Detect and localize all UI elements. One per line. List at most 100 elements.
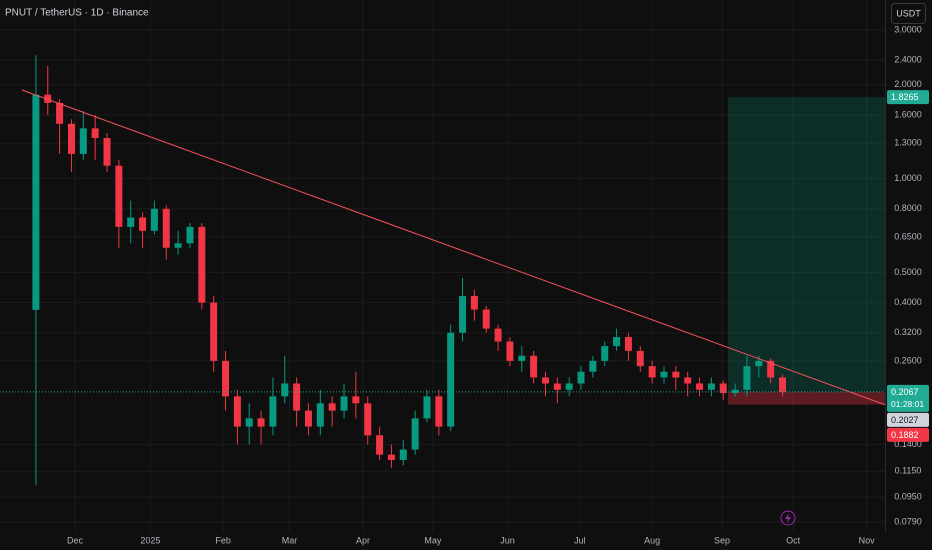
y-tick-label: 1.3000: [894, 137, 922, 147]
countdown-label: 01:28:01: [891, 399, 924, 409]
candle-body: [304, 410, 312, 427]
candle-body: [577, 371, 585, 384]
currency-button[interactable]: [891, 3, 926, 24]
candle-body: [399, 449, 407, 460]
candle-body: [447, 332, 455, 427]
y-tick-label: 0.1150: [895, 466, 922, 476]
x-tick-label: Aug: [644, 535, 660, 545]
price-tag-label: 0.2027: [891, 415, 919, 425]
events-icon[interactable]: [780, 510, 796, 526]
y-tick-label: 1.0000: [894, 173, 922, 183]
candle-body: [293, 383, 301, 411]
candle-body: [91, 128, 99, 139]
candle-body: [423, 396, 431, 419]
currency-label[interactable]: USDT: [896, 8, 921, 18]
candle-body: [553, 383, 561, 390]
y-tick-label: 0.1400: [894, 439, 922, 449]
candle-body: [707, 383, 715, 390]
candle-body: [530, 355, 538, 378]
candle-body: [233, 396, 241, 427]
y-tick-label: 0.2600: [894, 355, 922, 365]
x-tick-label: Feb: [215, 535, 231, 545]
candle-body: [281, 383, 289, 397]
symbol-title: PNUT / TetherUS · 1D · Binance: [5, 8, 149, 19]
plot-area: [0, 0, 886, 532]
candle-body: [79, 128, 87, 154]
candle-body: [778, 377, 786, 392]
position-target-zone: [727, 97, 885, 392]
y-tick-label: 0.8000: [894, 203, 922, 213]
candle-body: [174, 243, 182, 248]
candle-body: [601, 346, 609, 361]
trendline: [21, 89, 886, 406]
candle-body: [613, 337, 621, 347]
candle-body: [387, 454, 395, 460]
candle-body: [44, 94, 52, 103]
events-bolt: [785, 513, 791, 523]
candle-body: [636, 350, 644, 367]
candle-body: [162, 208, 170, 248]
candle-body: [127, 217, 135, 227]
candle-body: [316, 403, 324, 427]
candle-body: [352, 396, 360, 404]
candle-body: [470, 295, 478, 310]
candle-body: [103, 138, 111, 166]
candle-body: [565, 383, 573, 390]
candle-body: [648, 366, 656, 378]
candle-body: [376, 435, 384, 455]
y-tick-label: 0.0950: [894, 491, 922, 501]
x-tick-label: Jun: [500, 535, 515, 545]
candle-body: [731, 389, 739, 394]
candle-body: [660, 371, 668, 378]
x-tick-label: Mar: [282, 535, 298, 545]
candle-body: [541, 377, 549, 384]
candle-body: [245, 418, 253, 427]
candle-body: [210, 302, 218, 361]
candle-body: [32, 94, 40, 310]
candle-body: [494, 328, 502, 342]
candle-body: [482, 309, 490, 329]
candle-body: [624, 337, 632, 351]
candle-body: [257, 418, 265, 427]
candle-body: [459, 295, 467, 333]
y-tick-label: 2.4000: [894, 55, 922, 65]
price-tag: [887, 90, 929, 105]
candle-body: [589, 360, 597, 372]
candle-body: [411, 418, 419, 450]
price-tag: [887, 384, 929, 412]
x-tick-label: Jul: [574, 535, 586, 545]
y-tick-label: 0.0790: [894, 516, 922, 526]
y-tick-label: 0.4000: [894, 297, 922, 307]
price-tag-label: 1.8265: [891, 92, 919, 102]
x-tick-label: Nov: [859, 535, 876, 545]
y-tick-label: 0.6500: [894, 231, 922, 241]
price-tag-label: 0.1882: [891, 430, 919, 440]
candle-body: [364, 403, 372, 436]
candle-body: [150, 208, 158, 231]
candle-body: [684, 377, 692, 384]
x-tick-label: Sep: [714, 535, 730, 545]
candle-body: [672, 371, 680, 378]
candle-body: [755, 360, 763, 367]
price-tag: [887, 412, 929, 427]
position-stop-zone: [727, 391, 885, 405]
candle-body: [56, 102, 64, 124]
candle-body: [222, 360, 230, 397]
y-tick-label: 0.3200: [894, 327, 922, 337]
candle-body: [198, 226, 206, 303]
x-tick-label: Dec: [67, 535, 84, 545]
candle-body: [186, 226, 194, 244]
y-tick-label: 3.0000: [894, 24, 922, 34]
x-tick-label: Oct: [786, 535, 801, 545]
price-tag: [887, 427, 929, 442]
candle-body: [115, 165, 123, 227]
y-tick-label: 0.5000: [894, 267, 922, 277]
x-tick-label: May: [424, 535, 442, 545]
candle-body: [767, 360, 775, 378]
candle-body: [743, 366, 751, 390]
candle-body: [435, 396, 443, 427]
candle-body: [340, 396, 348, 411]
y-tick-label: 1.6000: [894, 109, 922, 119]
candle-body: [518, 355, 526, 361]
